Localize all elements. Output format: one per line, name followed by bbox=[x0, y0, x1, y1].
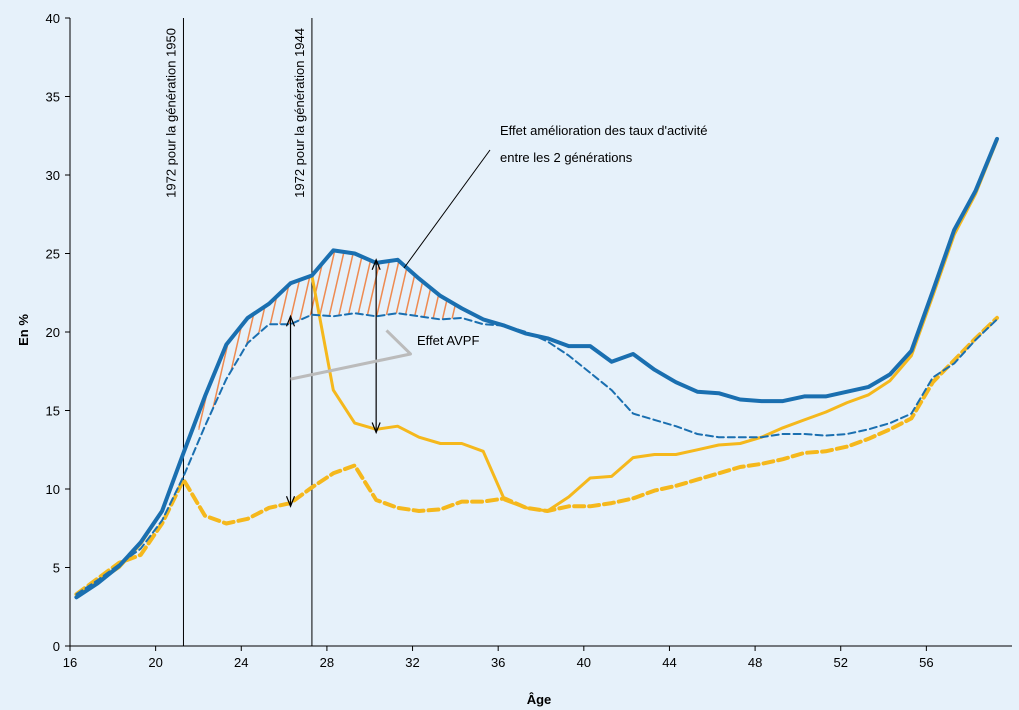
axes bbox=[65, 17, 1012, 651]
y-tick-label: 5 bbox=[53, 561, 60, 576]
arrowhead-down bbox=[371, 422, 381, 435]
vertical-marker-label: 1972 pour la génération 1944 bbox=[292, 28, 307, 198]
series-blue-dashed bbox=[75, 312, 998, 596]
x-tick-label: 24 bbox=[234, 655, 248, 670]
x-tick-label: 20 bbox=[148, 655, 162, 670]
x-axis-title: Âge bbox=[527, 692, 552, 707]
series-yellow-dashed bbox=[74, 315, 999, 597]
y-tick-label: 35 bbox=[46, 90, 60, 105]
x-tick-label: 28 bbox=[320, 655, 334, 670]
y-tick-label: 30 bbox=[46, 168, 60, 183]
hatch-stroke bbox=[406, 250, 455, 431]
x-tick-label: 16 bbox=[63, 655, 77, 670]
hatch-stroke bbox=[522, 230, 568, 430]
hatch-stroke bbox=[226, 250, 274, 431]
x-tick-label: 36 bbox=[491, 655, 505, 670]
hatch-stroke bbox=[245, 250, 293, 431]
y-tick-label: 20 bbox=[46, 325, 60, 340]
hatch-stroke bbox=[235, 250, 284, 431]
x-tick-label: 56 bbox=[919, 655, 933, 670]
hatch-stroke bbox=[198, 250, 236, 431]
activity-leader-line bbox=[403, 149, 491, 269]
hatch-stroke bbox=[321, 250, 369, 431]
arrowhead-down bbox=[285, 496, 296, 508]
hatch-stroke bbox=[273, 250, 322, 431]
x-tick-label: 52 bbox=[833, 655, 847, 670]
y-tick-label: 0 bbox=[53, 639, 60, 654]
tick-labels: 0 5 10 15 20 25 30 35 40 16 20 24 28 32 36 40 44 48 52 56 bbox=[46, 11, 934, 670]
hatch-stroke bbox=[198, 250, 217, 431]
hatched-area bbox=[198, 230, 587, 431]
vertical-marker-label: 1972 pour la génération 1950 bbox=[163, 28, 178, 198]
annotation-activity-line1: Effet amélioration des taux d'activité bbox=[500, 123, 707, 138]
hatch-stroke bbox=[207, 250, 255, 431]
y-axis-title: En % bbox=[16, 314, 31, 346]
x-tick-label: 44 bbox=[662, 655, 676, 670]
series-blue-solid bbox=[74, 136, 999, 600]
hatch-stroke bbox=[292, 250, 341, 431]
hatch-stroke bbox=[397, 250, 445, 431]
hatch-stroke bbox=[541, 230, 587, 430]
arrowhead-up bbox=[371, 258, 381, 271]
hatch-stroke bbox=[531, 230, 577, 430]
y-tick-label: 40 bbox=[46, 11, 60, 26]
avpf-bracket bbox=[290, 329, 413, 381]
y-tick-label: 10 bbox=[46, 482, 60, 497]
hatch-stroke bbox=[435, 250, 461, 431]
hatch-stroke bbox=[454, 250, 461, 431]
arrowhead-up bbox=[285, 314, 296, 327]
hatch-stroke bbox=[264, 250, 312, 431]
hatch-stroke bbox=[444, 250, 461, 431]
hatch-stroke bbox=[416, 250, 461, 431]
hatch-stroke bbox=[465, 230, 511, 430]
annotations: Effet amélioration des taux d'activité e… bbox=[285, 123, 707, 508]
x-tick-label: 32 bbox=[405, 655, 419, 670]
x-tick-label: 40 bbox=[577, 655, 591, 670]
hatch-stroke bbox=[503, 230, 549, 430]
annotation-activity-line2: entre les 2 générations bbox=[500, 150, 633, 165]
y-tick-label: 25 bbox=[46, 247, 60, 262]
annotation-avpf: Effet AVPF bbox=[417, 333, 479, 348]
series-lines bbox=[74, 136, 999, 600]
x-tick-label: 48 bbox=[748, 655, 762, 670]
hatch-stroke bbox=[340, 250, 388, 431]
vertical-markers: 1972 pour la génération 1950 1972 pour la… bbox=[163, 18, 313, 646]
y-tick-label: 15 bbox=[46, 404, 60, 419]
hatch-stroke bbox=[311, 250, 360, 431]
hatch-stroke bbox=[425, 250, 461, 431]
